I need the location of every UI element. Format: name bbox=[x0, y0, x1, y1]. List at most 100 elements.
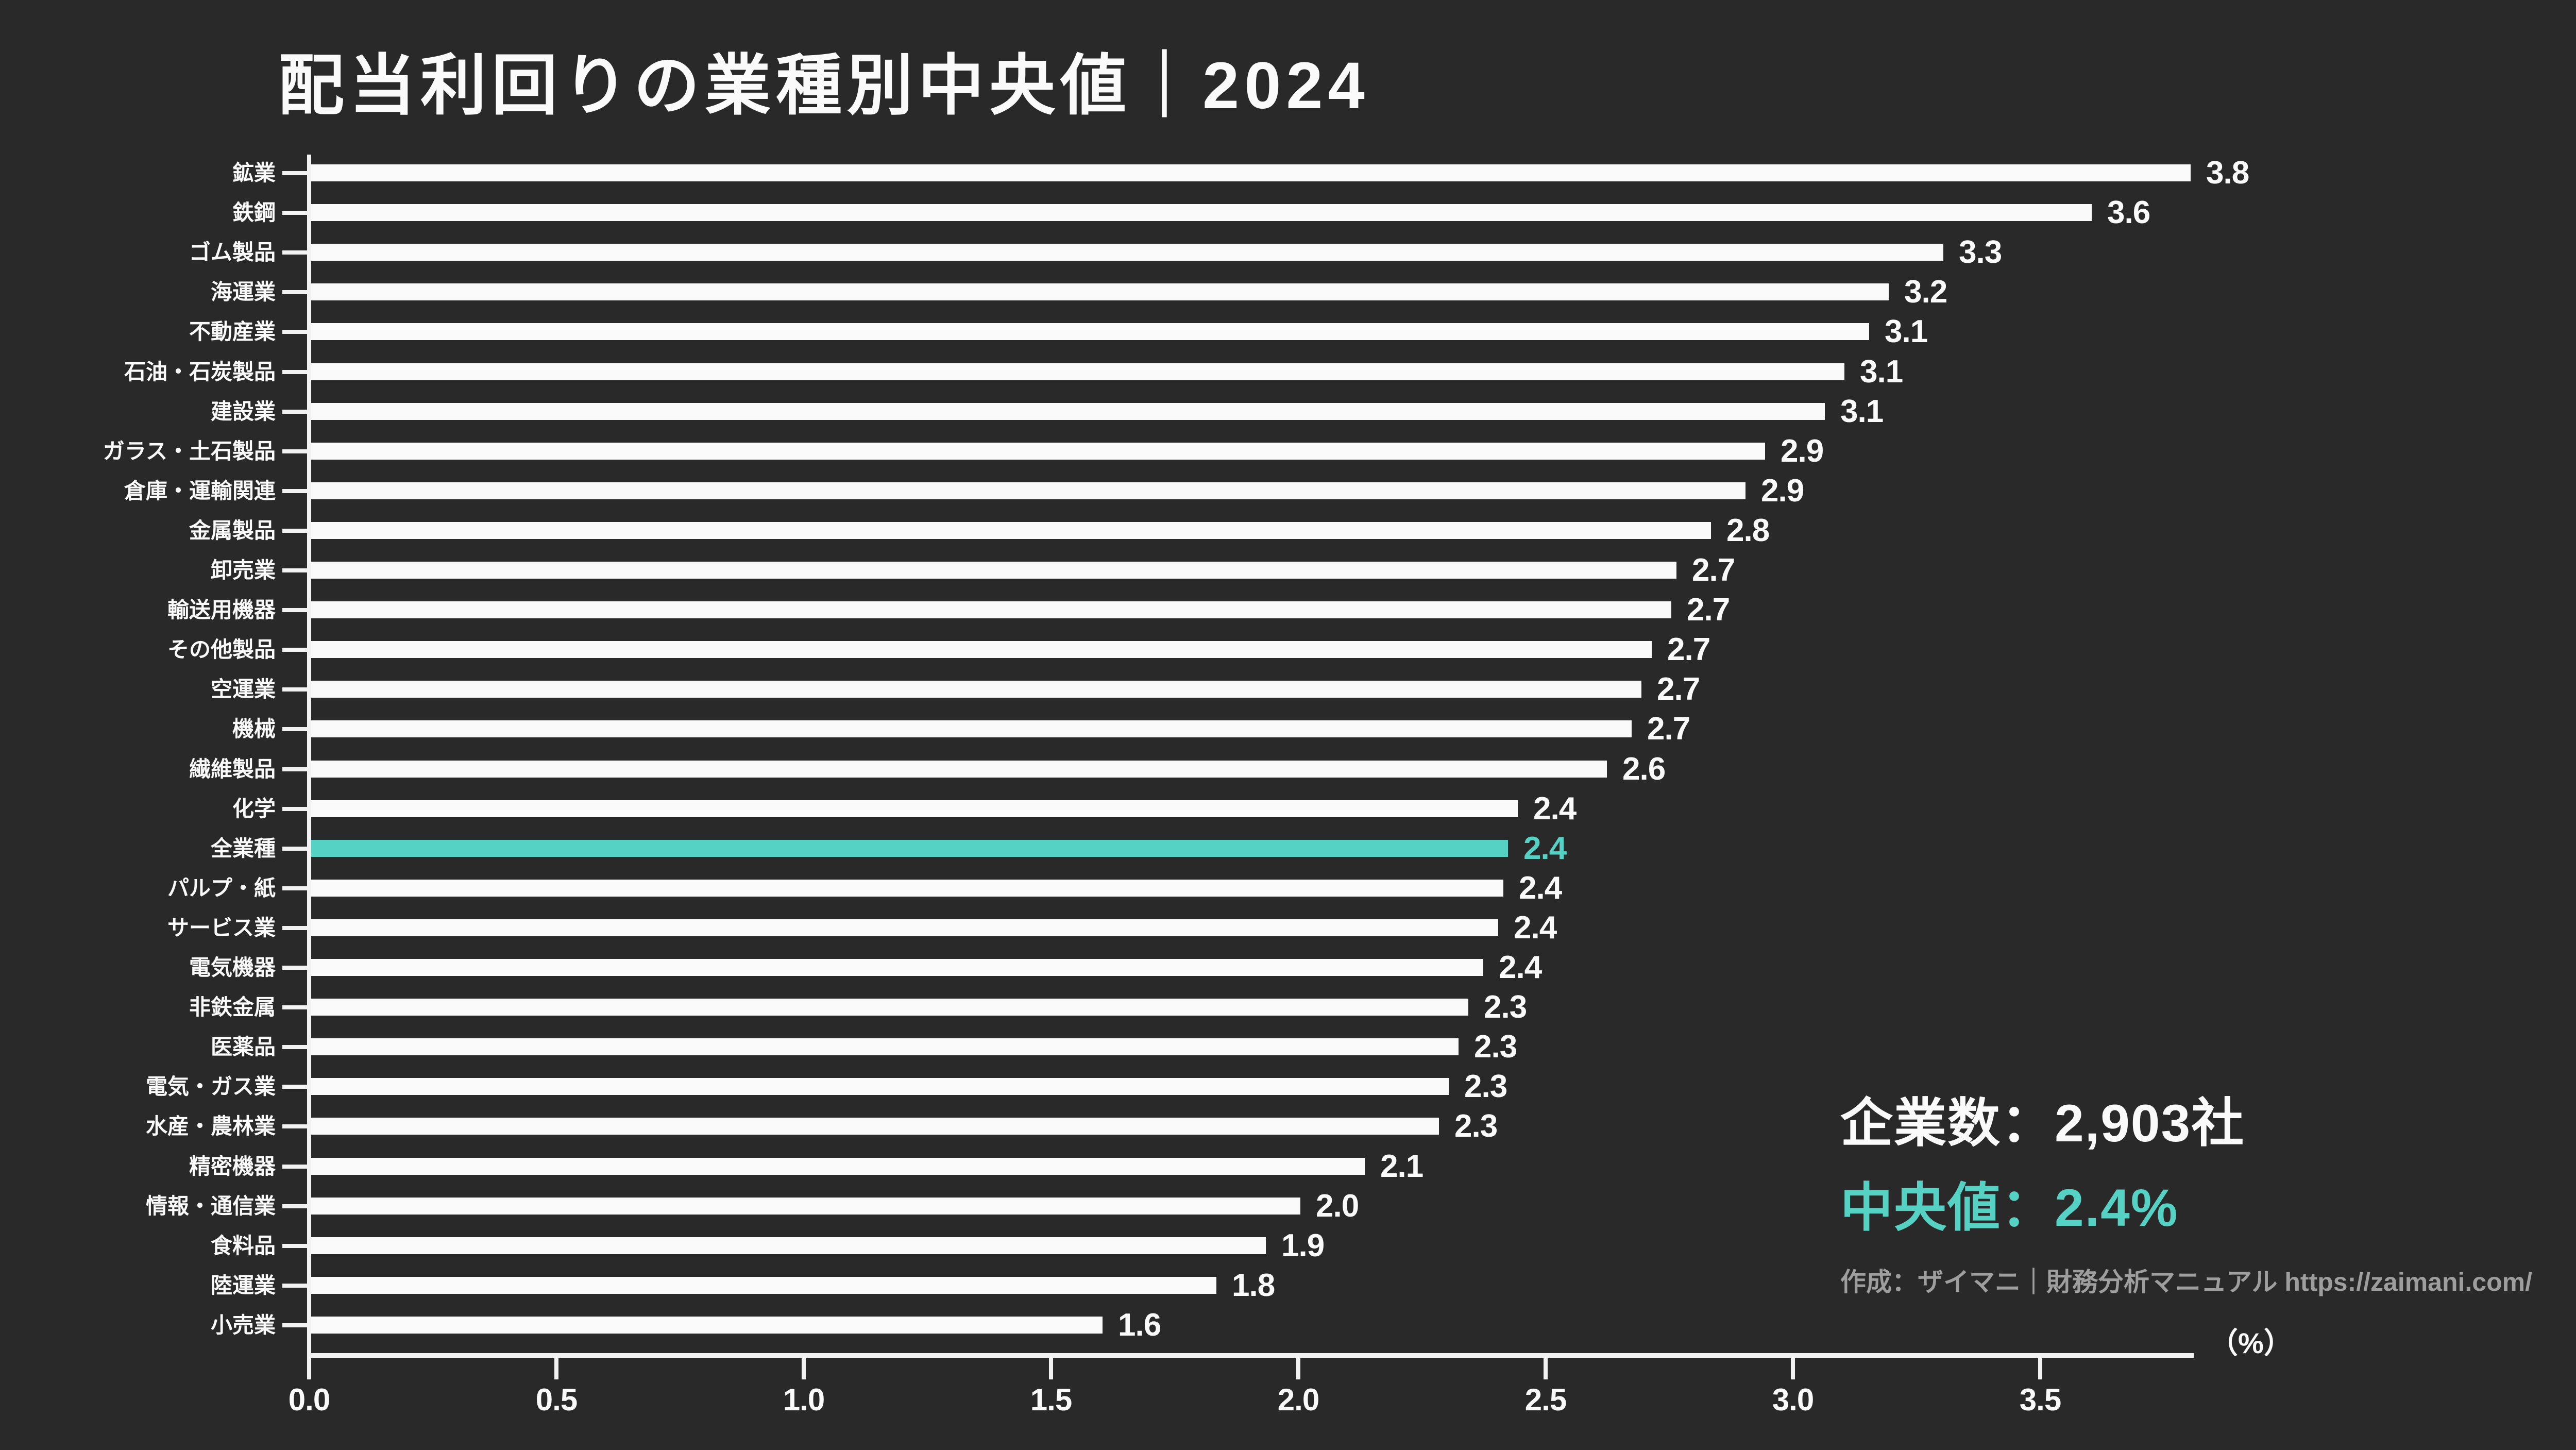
x-axis-tick bbox=[307, 1358, 311, 1379]
category-label: 水産・農林業 bbox=[145, 1114, 276, 1139]
category-label: 情報・通信業 bbox=[145, 1193, 276, 1218]
value-label: 2.7 bbox=[1667, 632, 1710, 668]
x-axis-tick bbox=[1296, 1358, 1300, 1379]
value-label: 2.3 bbox=[1464, 1069, 1507, 1105]
x-axis-tick bbox=[1791, 1358, 1795, 1379]
y-axis-tick bbox=[282, 1164, 307, 1169]
y-axis-tick bbox=[282, 687, 307, 692]
bar bbox=[311, 681, 1641, 698]
bar bbox=[311, 760, 1607, 778]
bar bbox=[311, 1038, 1459, 1056]
bar bbox=[311, 641, 1652, 659]
bar bbox=[311, 562, 1676, 579]
value-label: 1.8 bbox=[1232, 1267, 1275, 1303]
value-label: 2.7 bbox=[1692, 552, 1735, 588]
y-axis-tick bbox=[282, 290, 307, 295]
bar bbox=[311, 283, 1889, 301]
x-axis-tick-label: 2.5 bbox=[1524, 1382, 1567, 1417]
value-label: 1.9 bbox=[1281, 1227, 1325, 1263]
y-axis-line bbox=[307, 155, 311, 1357]
x-axis-tick-label: 2.0 bbox=[1277, 1382, 1319, 1417]
bar bbox=[311, 879, 1503, 897]
bar bbox=[311, 521, 1711, 539]
x-axis-line bbox=[307, 1353, 2194, 1358]
x-axis-tick-label: 0.0 bbox=[288, 1382, 330, 1417]
bar bbox=[311, 363, 1844, 380]
bar-highlight bbox=[311, 839, 1508, 857]
category-label: 化学 bbox=[232, 796, 276, 821]
bar bbox=[311, 204, 2092, 222]
bar bbox=[311, 919, 1498, 936]
bar bbox=[311, 244, 1943, 261]
category-label: 金属製品 bbox=[189, 518, 276, 543]
y-axis-tick bbox=[282, 925, 307, 930]
bar bbox=[311, 1157, 1365, 1175]
y-axis-tick bbox=[282, 1323, 307, 1327]
category-label: サービス業 bbox=[167, 915, 276, 940]
bar bbox=[311, 1316, 1103, 1334]
bar bbox=[311, 323, 1869, 341]
category-label: 精密機器 bbox=[189, 1154, 276, 1178]
bar bbox=[311, 1276, 1216, 1294]
y-axis-tick bbox=[282, 648, 307, 652]
x-axis-tick bbox=[1544, 1358, 1548, 1379]
value-label: 2.7 bbox=[1687, 592, 1730, 628]
category-label: 海運業 bbox=[210, 280, 276, 305]
y-axis-tick bbox=[282, 1243, 307, 1248]
value-label: 2.4 bbox=[1499, 950, 1542, 985]
y-axis-tick bbox=[282, 568, 307, 572]
value-label: 2.8 bbox=[1726, 512, 1770, 548]
category-label: その他製品 bbox=[167, 637, 276, 662]
x-axis-tick-label: 3.5 bbox=[2019, 1382, 2061, 1417]
y-axis-tick bbox=[282, 488, 307, 493]
category-label: 石油・石炭製品 bbox=[124, 359, 276, 384]
y-axis-tick bbox=[282, 369, 307, 374]
x-axis-tick bbox=[554, 1358, 558, 1379]
value-label: 2.4 bbox=[1514, 909, 1557, 946]
category-label: 倉庫・運輸関連 bbox=[124, 478, 276, 503]
y-axis-tick bbox=[282, 1124, 307, 1129]
bar bbox=[311, 482, 1745, 499]
bar bbox=[311, 1078, 1449, 1095]
value-label: 2.3 bbox=[1454, 1108, 1498, 1144]
bar bbox=[311, 1237, 1266, 1254]
category-label: 非鉄金属 bbox=[189, 995, 276, 1020]
y-axis-tick bbox=[282, 171, 307, 175]
category-label: 食料品 bbox=[210, 1233, 276, 1258]
value-label: 2.9 bbox=[1761, 473, 1804, 509]
x-axis-tick-label: 1.5 bbox=[1030, 1382, 1072, 1417]
attribution-text: 作成：ザイマニ｜財務分析マニュアル https://zaimani.com/ bbox=[1840, 1268, 2533, 1296]
value-label: 2.4 bbox=[1523, 830, 1567, 866]
value-label: 3.2 bbox=[1904, 274, 1947, 310]
x-axis-tick-label: 0.5 bbox=[535, 1382, 578, 1417]
chart-title: 配当利回りの業種別中央値｜2024 bbox=[278, 49, 1370, 123]
y-axis-tick bbox=[282, 1045, 307, 1050]
value-label: 2.0 bbox=[1316, 1188, 1359, 1224]
bar bbox=[311, 1118, 1439, 1135]
category-label: 空運業 bbox=[210, 677, 276, 702]
value-label: 3.6 bbox=[2107, 195, 2150, 231]
y-axis-tick bbox=[282, 1283, 307, 1288]
value-label: 2.4 bbox=[1533, 790, 1577, 827]
y-axis-tick bbox=[282, 528, 307, 533]
category-label: 鉄鋼 bbox=[232, 200, 276, 225]
value-label: 2.7 bbox=[1647, 711, 1690, 747]
bar bbox=[311, 999, 1468, 1016]
bar bbox=[311, 800, 1518, 817]
category-label: 電気機器 bbox=[189, 955, 276, 980]
category-label: 電気・ガス業 bbox=[145, 1074, 276, 1099]
category-label: 全業種 bbox=[210, 836, 276, 861]
value-label: 2.3 bbox=[1474, 1029, 1517, 1065]
x-axis-tick-label: 3.0 bbox=[1772, 1382, 1814, 1417]
value-label: 2.3 bbox=[1484, 989, 1527, 1025]
category-label: 輸送用機器 bbox=[167, 598, 276, 622]
value-label: 3.8 bbox=[2206, 155, 2249, 191]
value-label: 2.9 bbox=[1781, 433, 1824, 469]
value-label: 2.6 bbox=[1622, 751, 1666, 787]
y-axis-tick bbox=[282, 608, 307, 613]
x-axis-unit-label: （%） bbox=[2209, 1327, 2293, 1359]
y-axis-tick bbox=[282, 449, 307, 453]
bar bbox=[311, 402, 1825, 420]
y-axis-tick bbox=[282, 846, 307, 851]
